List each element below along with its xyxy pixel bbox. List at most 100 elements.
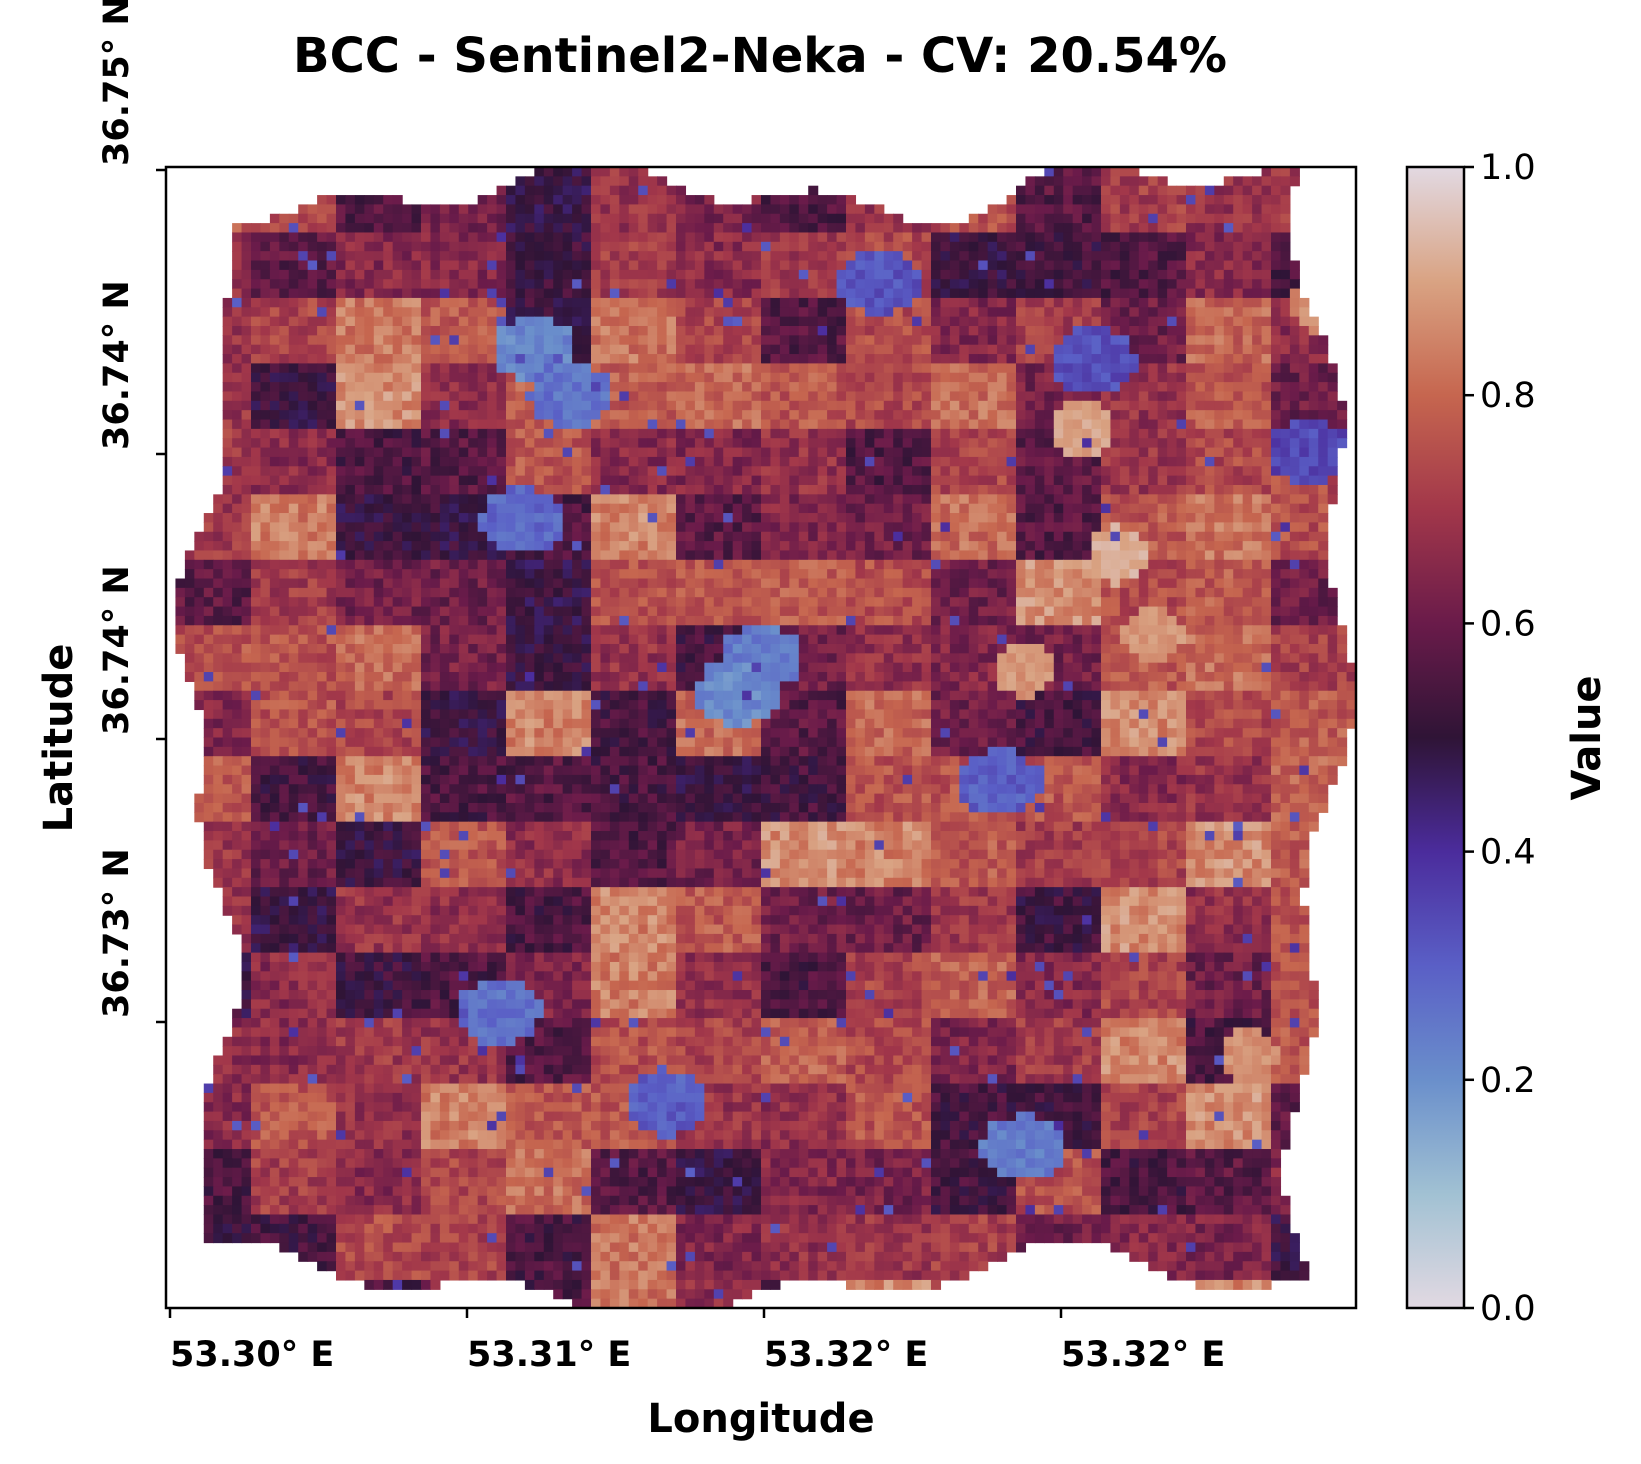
heatmap-cell bbox=[458, 438, 469, 449]
heatmap-cell bbox=[1082, 344, 1093, 355]
heatmap-cell bbox=[921, 419, 932, 430]
heatmap-cell bbox=[307, 297, 318, 308]
heatmap-cell bbox=[1167, 344, 1178, 355]
heatmap-cell bbox=[534, 213, 545, 224]
heatmap-cell bbox=[600, 372, 611, 383]
heatmap-cell bbox=[591, 475, 602, 486]
heatmap-cell bbox=[402, 213, 413, 224]
heatmap-cell bbox=[1214, 372, 1225, 383]
heatmap-cell bbox=[997, 522, 1008, 533]
heatmap-cell bbox=[600, 241, 611, 252]
heatmap-cell bbox=[515, 297, 526, 308]
heatmap-cell bbox=[893, 456, 904, 467]
heatmap-cell bbox=[307, 438, 318, 449]
heatmap-cell bbox=[949, 251, 960, 262]
heatmap-cell bbox=[978, 372, 989, 383]
heatmap-cell bbox=[666, 279, 677, 290]
heatmap-cell bbox=[534, 531, 545, 542]
heatmap-cell bbox=[1261, 447, 1272, 458]
heatmap-cell bbox=[487, 484, 498, 495]
heatmap-cell bbox=[657, 503, 668, 514]
heatmap-cell bbox=[458, 251, 469, 262]
heatmap-cell bbox=[543, 260, 554, 271]
heatmap-cell bbox=[562, 195, 573, 206]
heatmap-cell bbox=[817, 307, 828, 318]
heatmap-cell bbox=[723, 391, 734, 402]
heatmap-cell bbox=[846, 223, 857, 234]
heatmap-cell bbox=[666, 400, 677, 411]
heatmap-cell bbox=[676, 260, 687, 271]
heatmap-cell bbox=[515, 288, 526, 299]
heatmap-cell bbox=[1119, 475, 1130, 486]
heatmap-cell bbox=[1214, 428, 1225, 439]
heatmap-cell bbox=[694, 307, 705, 318]
heatmap-cell bbox=[1082, 531, 1093, 542]
heatmap-cell bbox=[203, 513, 214, 523]
heatmap-cell bbox=[732, 279, 743, 290]
heatmap-cell bbox=[1157, 466, 1168, 477]
heatmap-cell bbox=[940, 494, 951, 505]
heatmap-cell bbox=[1025, 522, 1036, 533]
heatmap-cell bbox=[534, 578, 545, 589]
heatmap-cell bbox=[619, 372, 630, 383]
heatmap-cell bbox=[657, 494, 668, 505]
heatmap-cell bbox=[487, 419, 498, 430]
heatmap-cell bbox=[1318, 513, 1329, 523]
heatmap-cell bbox=[1204, 550, 1215, 561]
heatmap-cell bbox=[1204, 232, 1215, 243]
heatmap-cell bbox=[874, 232, 885, 243]
heatmap-cell bbox=[1034, 569, 1045, 580]
heatmap-cell bbox=[269, 513, 280, 523]
heatmap-cell bbox=[997, 260, 1008, 271]
heatmap-cell bbox=[846, 391, 857, 402]
heatmap-cell bbox=[808, 307, 819, 318]
heatmap-cell bbox=[232, 559, 243, 570]
heatmap-cell bbox=[959, 297, 970, 308]
heatmap-cell bbox=[1233, 410, 1244, 421]
heatmap-cell bbox=[864, 494, 875, 505]
heatmap-cell bbox=[477, 297, 488, 308]
heatmap-cell bbox=[1318, 335, 1329, 346]
heatmap-cell bbox=[1261, 550, 1272, 561]
heatmap-cell bbox=[392, 447, 403, 458]
heatmap-cell bbox=[468, 438, 479, 449]
heatmap-cell bbox=[222, 447, 233, 458]
heatmap-cell bbox=[987, 541, 998, 552]
heatmap-cell bbox=[1195, 391, 1206, 402]
heatmap-cell bbox=[430, 297, 441, 308]
heatmap-cell bbox=[893, 213, 904, 224]
heatmap-cell bbox=[1138, 466, 1149, 477]
heatmap-cell bbox=[373, 456, 384, 467]
heatmap-cell bbox=[1261, 185, 1272, 196]
heatmap-cell bbox=[553, 223, 564, 234]
heatmap-cell bbox=[949, 297, 960, 308]
heatmap-cell bbox=[1063, 578, 1074, 589]
heatmap-cell bbox=[1034, 578, 1045, 589]
heatmap-cell bbox=[761, 195, 772, 206]
heatmap-cell bbox=[1252, 307, 1263, 318]
heatmap-cell bbox=[279, 484, 290, 495]
heatmap-cell bbox=[666, 223, 677, 234]
heatmap-cell bbox=[562, 531, 573, 542]
heatmap-cell bbox=[723, 522, 734, 533]
heatmap-cell bbox=[1299, 363, 1310, 374]
heatmap-cell bbox=[912, 541, 923, 552]
heatmap-cell bbox=[987, 251, 998, 262]
heatmap-cell bbox=[269, 241, 280, 252]
heatmap-cell bbox=[487, 335, 498, 346]
heatmap-cell bbox=[487, 578, 498, 589]
heatmap-cell bbox=[1138, 204, 1149, 215]
heatmap-cell bbox=[798, 531, 809, 542]
heatmap-cell bbox=[1233, 494, 1244, 505]
heatmap-cell bbox=[534, 241, 545, 252]
heatmap-cell bbox=[298, 223, 309, 234]
heatmap-cell bbox=[978, 297, 989, 308]
heatmap-cell bbox=[1186, 241, 1197, 252]
heatmap-cell bbox=[1195, 251, 1206, 262]
heatmap-cell bbox=[704, 428, 715, 439]
heatmap-cell bbox=[1261, 288, 1272, 299]
heatmap-cell bbox=[1242, 195, 1253, 206]
heatmap-cell bbox=[1280, 297, 1291, 308]
heatmap-cell bbox=[1082, 195, 1093, 206]
heatmap-cell bbox=[732, 513, 743, 523]
